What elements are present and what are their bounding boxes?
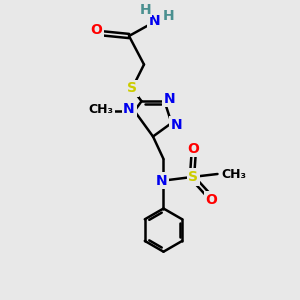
Text: H: H (140, 3, 151, 16)
Text: O: O (90, 23, 102, 37)
Text: N: N (164, 92, 176, 106)
Text: N: N (171, 118, 183, 131)
Text: O: O (188, 142, 200, 156)
Text: N: N (149, 14, 160, 28)
Text: N: N (156, 174, 168, 188)
Text: S: S (188, 170, 199, 184)
Text: H: H (163, 10, 174, 23)
Text: CH₃: CH₃ (221, 167, 247, 181)
Text: N: N (123, 103, 135, 116)
Text: S: S (127, 82, 137, 95)
Text: O: O (206, 193, 218, 206)
Text: CH₃: CH₃ (88, 103, 113, 116)
